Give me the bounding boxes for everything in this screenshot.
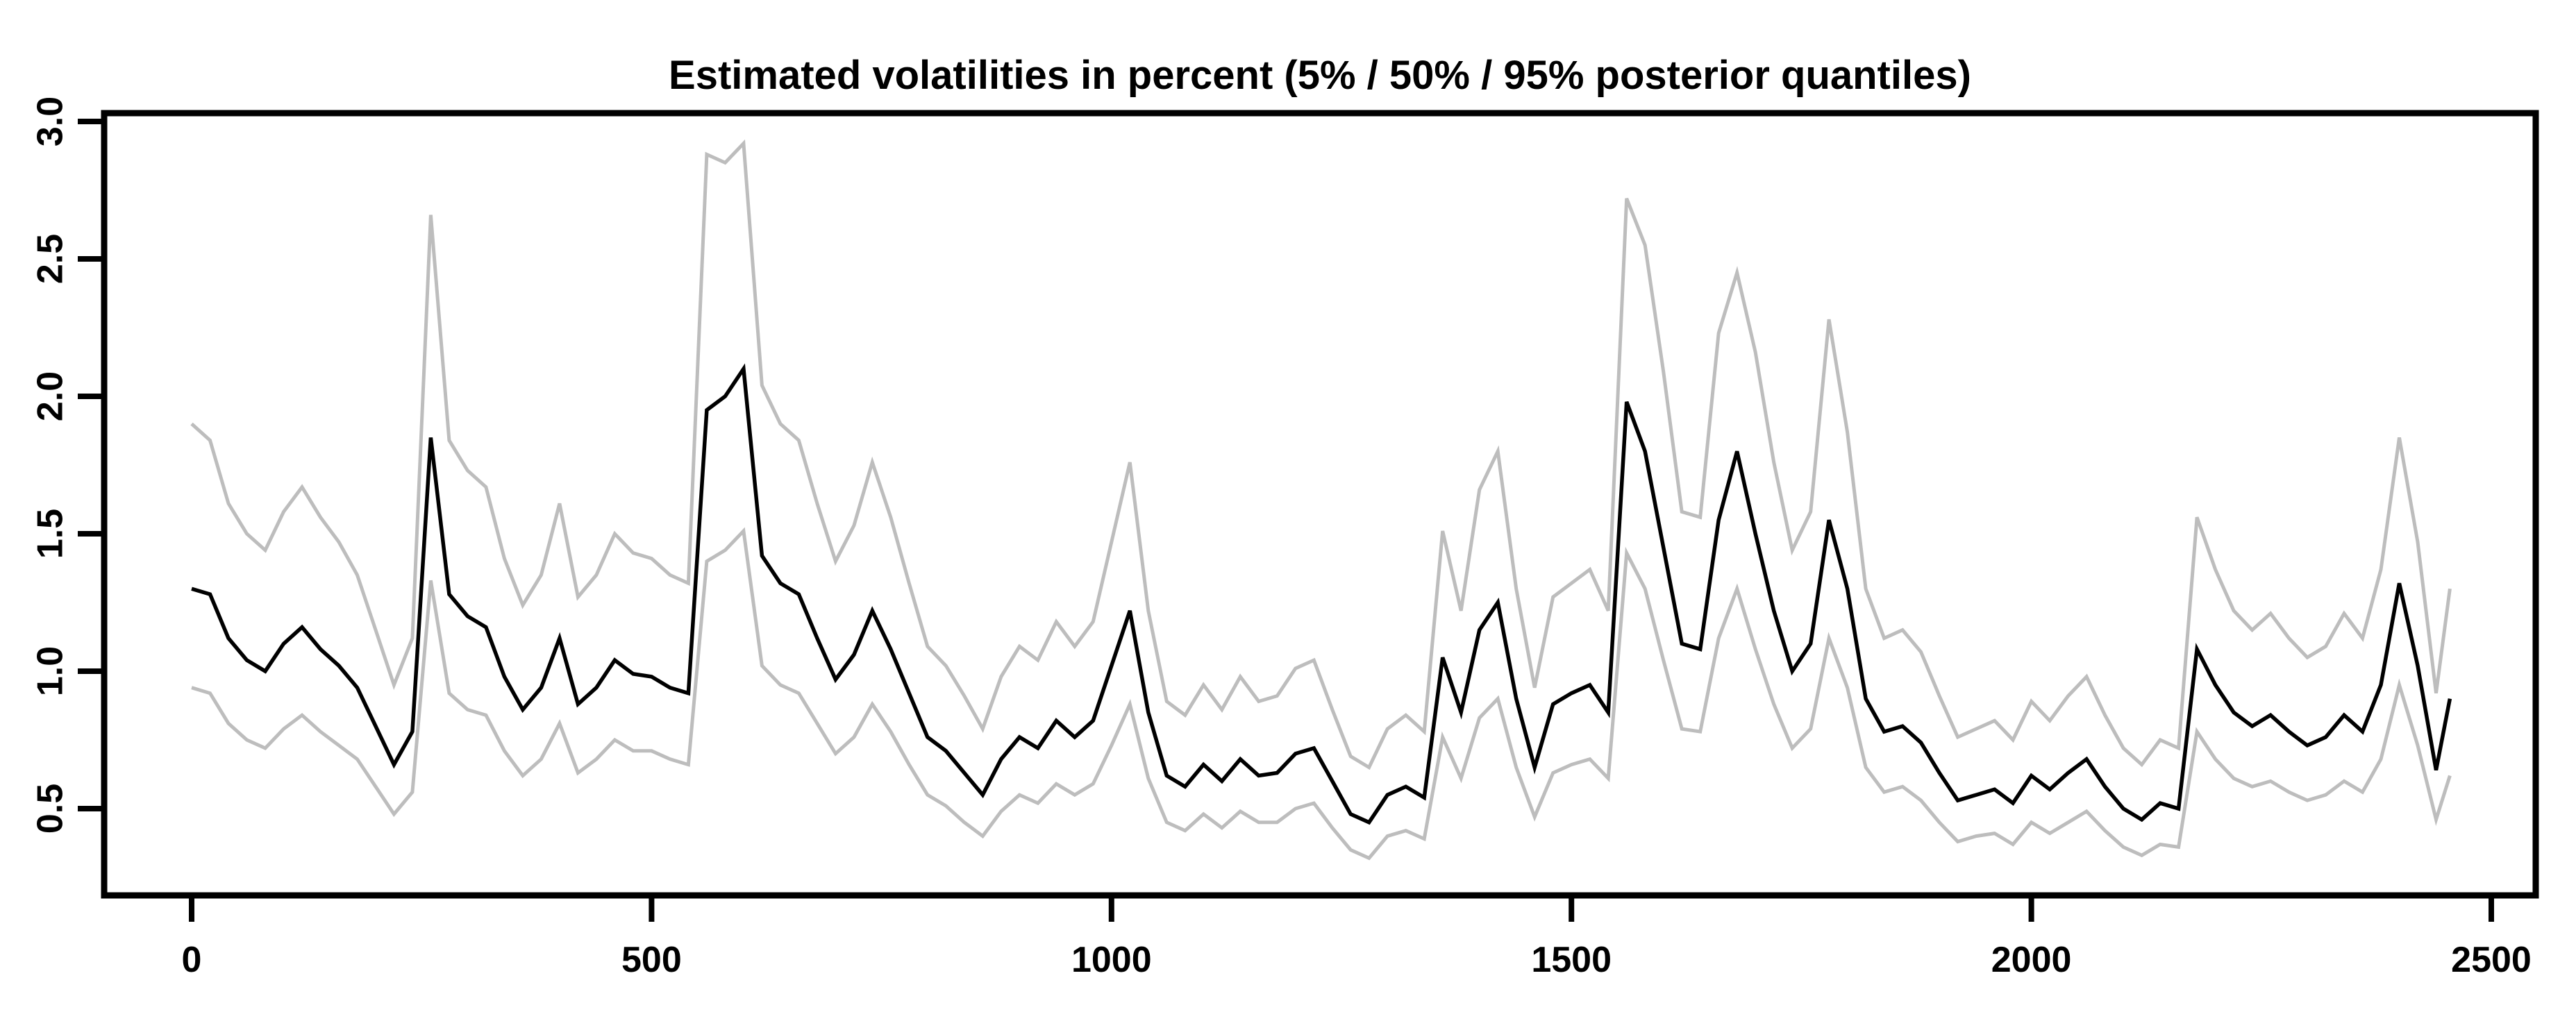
quantile-line-5 — [191, 527, 2452, 861]
x-tick-label: 500 — [621, 940, 682, 980]
y-tick-label: 2.5 — [31, 234, 71, 284]
x-tick-label: 1000 — [1071, 940, 1152, 980]
y-tick-label: 2.0 — [31, 371, 71, 421]
y-tick-label: 1.0 — [31, 646, 71, 696]
chart-title: Estimated volatilities in percent (5% / … — [669, 53, 1971, 98]
x-tick-label: 1500 — [1531, 940, 1612, 980]
median-line — [191, 363, 2452, 825]
quantile-line-95 — [190, 139, 2452, 770]
x-tick-label: 2500 — [2451, 940, 2532, 980]
x-tick-label: 0 — [182, 940, 202, 980]
y-tick-label: 1.5 — [31, 509, 71, 559]
series-lines — [190, 139, 2452, 861]
y-tick-label: 0.5 — [31, 784, 71, 834]
plot-border — [101, 110, 2539, 899]
y-tick-label: 3.0 — [31, 96, 71, 146]
x-tick-label: 2000 — [1991, 940, 2072, 980]
axes: 0 500 1000 1500 2000 2500 0.5 1.0 1.5 2.0 2.5 3.0 — [31, 96, 2532, 980]
